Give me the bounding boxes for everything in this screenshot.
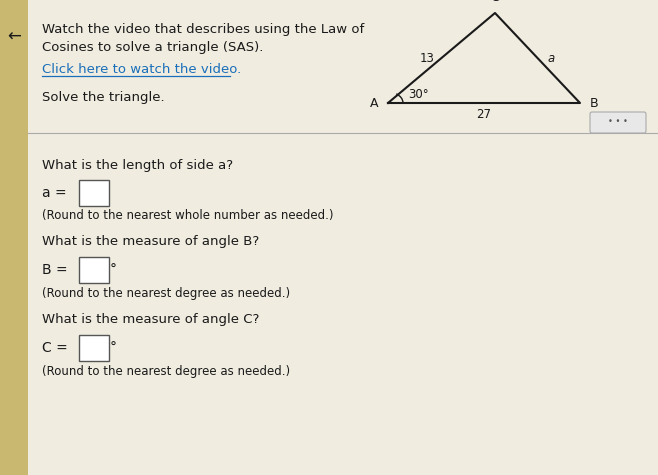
- Text: a =: a =: [42, 186, 71, 200]
- Bar: [0, 0, 28, 475]
- Text: (Round to the nearest degree as needed.): (Round to the nearest degree as needed.): [42, 286, 290, 300]
- Text: a: a: [548, 51, 555, 65]
- Text: B: B: [590, 97, 599, 111]
- FancyBboxPatch shape: [79, 257, 109, 283]
- Text: C: C: [491, 0, 499, 4]
- FancyBboxPatch shape: [590, 112, 646, 133]
- Text: 30°: 30°: [408, 87, 428, 101]
- Text: B =: B =: [42, 263, 72, 277]
- Text: Click here to watch the video.: Click here to watch the video.: [42, 63, 241, 76]
- Text: Solve the triangle.: Solve the triangle.: [42, 91, 164, 104]
- Text: Cosines to solve a triangle (SAS).: Cosines to solve a triangle (SAS).: [42, 40, 263, 54]
- Text: What is the measure of angle B?: What is the measure of angle B?: [42, 236, 259, 248]
- FancyBboxPatch shape: [79, 335, 109, 361]
- Text: 13: 13: [420, 51, 435, 65]
- FancyBboxPatch shape: [79, 180, 109, 206]
- Text: • • •: • • •: [608, 117, 628, 126]
- Text: ←: ←: [7, 28, 21, 46]
- Text: A: A: [370, 97, 378, 111]
- Text: (Round to the nearest whole number as needed.): (Round to the nearest whole number as ne…: [42, 209, 334, 221]
- Text: C =: C =: [42, 341, 72, 355]
- Text: Watch the video that describes using the Law of: Watch the video that describes using the…: [42, 23, 365, 37]
- Text: What is the measure of angle C?: What is the measure of angle C?: [42, 314, 259, 326]
- Text: °: °: [110, 263, 117, 277]
- Text: °: °: [110, 341, 117, 355]
- Text: (Round to the nearest degree as needed.): (Round to the nearest degree as needed.): [42, 364, 290, 378]
- Text: What is the length of side a?: What is the length of side a?: [42, 159, 233, 171]
- Text: 27: 27: [476, 108, 492, 122]
